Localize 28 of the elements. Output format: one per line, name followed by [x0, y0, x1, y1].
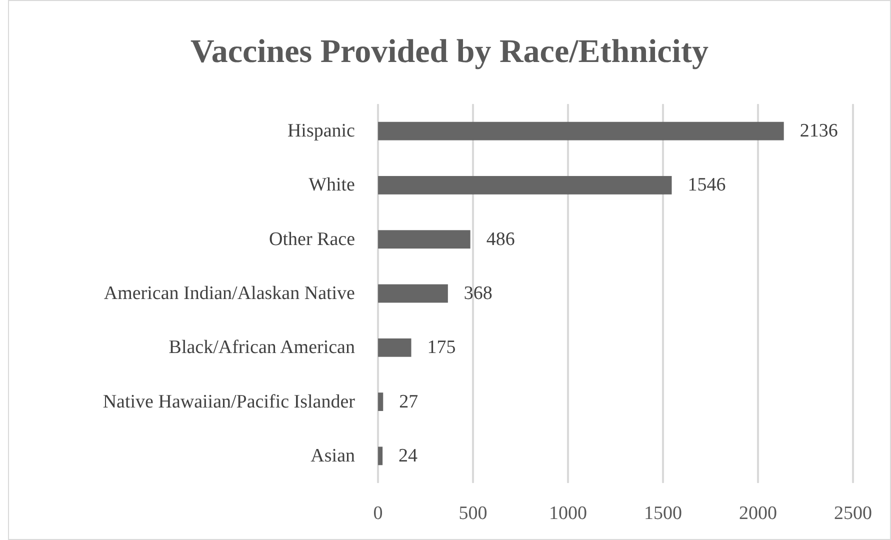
data-label: 1546: [688, 174, 726, 196]
bar: [378, 284, 448, 303]
data-label: 24: [398, 445, 418, 466]
bar: [378, 122, 784, 140]
x-tick-label: 0: [373, 503, 383, 524]
x-tick-label: 500: [458, 503, 488, 524]
y-tick-label: White: [308, 174, 355, 196]
data-label: 486: [486, 228, 515, 250]
x-tick-label: 1000: [549, 503, 587, 524]
bar: [378, 230, 470, 249]
y-tick-label: American Indian/Alaskan Native: [104, 283, 355, 304]
chart-title: Vaccines Provided by Race/Ethnicity: [190, 34, 709, 70]
bar: [378, 176, 672, 194]
x-tick-label: 2500: [834, 503, 872, 524]
y-tick-label: Black/African American: [168, 337, 356, 358]
data-label: 368: [464, 283, 492, 304]
bar: [378, 338, 412, 357]
data-label: 175: [427, 337, 456, 358]
bar: [378, 446, 383, 466]
data-label: 2136: [800, 120, 838, 142]
y-tick-label: Hispanic: [287, 120, 355, 142]
x-tick-label: 1500: [644, 503, 682, 524]
bar: [378, 392, 384, 411]
y-tick-label: Asian: [310, 445, 356, 466]
y-tick-label: Other Race: [269, 228, 355, 250]
y-tick-label: Native Hawaiian/Pacific Islander: [102, 391, 356, 412]
data-label: 27: [399, 391, 418, 412]
x-tick-label: 2000: [739, 503, 777, 524]
